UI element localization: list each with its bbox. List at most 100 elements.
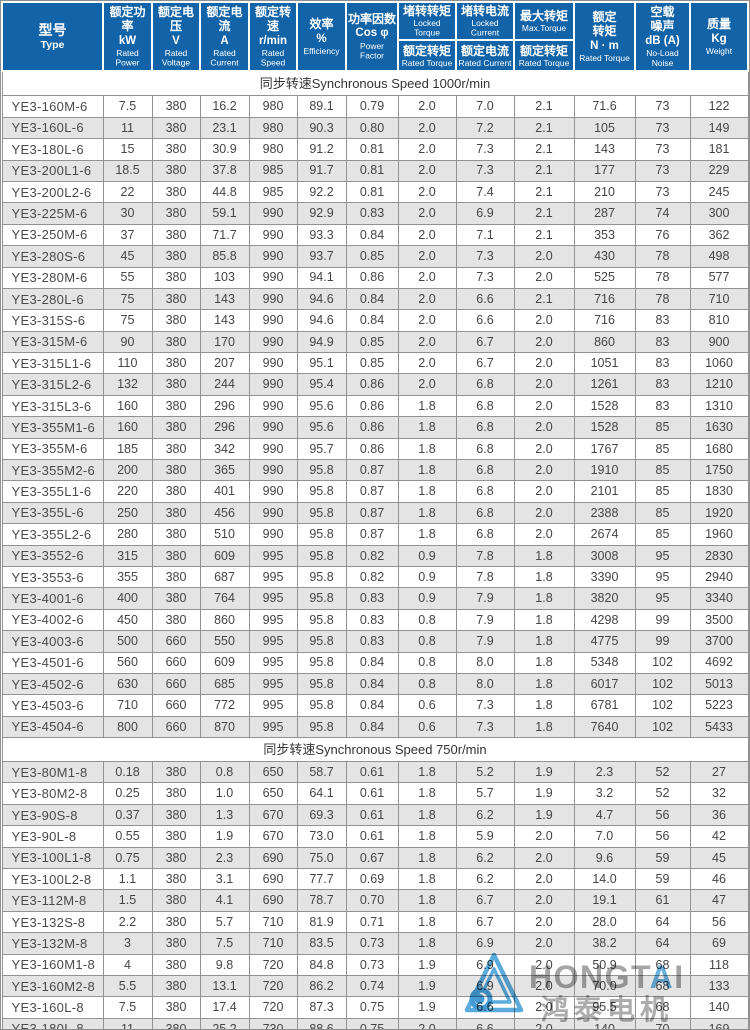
value-cell: 85 <box>634 501 691 525</box>
value-cell: 56 <box>689 910 749 934</box>
value-cell: 870 <box>199 715 250 739</box>
model-cell: YE3-200L2-6 <box>1 180 104 204</box>
value-cell: 1630 <box>689 416 749 439</box>
value-cell: 4 <box>102 953 153 977</box>
table-row: YE3-315M-6 90 380 170 990 94.9 0.85 2.0 6.7 2.0 86… <box>1 330 749 354</box>
value-cell: 2.0 <box>397 95 457 118</box>
value-cell: 78 <box>634 287 691 311</box>
value-cell: 95 <box>634 565 691 589</box>
value-cell: 380 <box>151 373 201 396</box>
section-heading: 同步转速Synchronous Speed 750r/min <box>1 737 749 763</box>
value-cell: 1.9 <box>397 974 457 998</box>
value-cell: 185 <box>102 437 153 461</box>
value-cell: 380 <box>151 309 201 332</box>
value-cell: 500 <box>102 630 153 653</box>
value-cell: 498 <box>689 245 749 268</box>
value-cell: 2.0 <box>513 309 575 332</box>
value-cell: 0.85 <box>345 245 399 268</box>
value-cell: 36 <box>689 803 749 827</box>
value-cell: 1210 <box>689 373 749 396</box>
value-cell: 94.1 <box>296 266 347 289</box>
value-cell: 103 <box>199 266 250 289</box>
value-cell: 2.1 <box>513 180 575 204</box>
value-cell: 1680 <box>689 437 749 461</box>
model-cell: YE3-280S-6 <box>1 245 104 268</box>
value-cell: 7.5 <box>102 95 153 118</box>
value-cell: 690 <box>248 889 298 912</box>
value-cell: 95.8 <box>296 565 347 589</box>
value-cell: 14.0 <box>573 868 636 891</box>
value-cell: 660 <box>151 651 201 674</box>
table-row: YE3-4003-6 500 660 550 995 95.8 0.83 0.8 7.9 1.8 4… <box>1 630 749 653</box>
value-cell: 2.0 <box>397 223 457 247</box>
value-cell: 687 <box>199 565 250 589</box>
value-cell: 990 <box>248 416 298 439</box>
value-cell: 1.8 <box>513 651 575 674</box>
value-cell: 380 <box>151 846 201 870</box>
table-row: YE3-4502-6 630 660 685 995 95.8 0.84 0.8 8.0 1.8 6… <box>1 672 749 696</box>
value-cell: 990 <box>248 287 298 311</box>
value-cell: 995 <box>248 630 298 653</box>
value-cell: 1960 <box>689 523 749 546</box>
value-cell: 4298 <box>573 608 636 632</box>
table-row: YE3-4503-6 710 660 772 995 95.8 0.84 0.6 7.3 1.8 6… <box>1 694 749 717</box>
value-cell: 6.7 <box>455 330 515 354</box>
value-cell: 95.8 <box>296 630 347 653</box>
value-cell: 1.8 <box>397 868 457 891</box>
value-cell: 380 <box>151 202 201 225</box>
value-cell: 401 <box>199 480 250 503</box>
value-cell: 59 <box>634 846 691 870</box>
value-cell: 95.6 <box>296 394 347 418</box>
value-cell: 995 <box>248 715 298 739</box>
value-cell: 2674 <box>573 523 636 546</box>
value-cell: 980 <box>248 138 298 161</box>
value-cell: 2.0 <box>397 373 457 396</box>
model-cell: YE3-200L1-6 <box>1 159 104 182</box>
value-cell: 70.0 <box>573 974 636 998</box>
value-cell: 2.1 <box>513 95 575 118</box>
value-cell: 85 <box>634 416 691 439</box>
value-cell: 380 <box>151 996 201 1019</box>
value-cell: 0.70 <box>345 889 399 912</box>
value-cell: 400 <box>102 587 153 610</box>
value-cell: 6.8 <box>455 523 515 546</box>
value-cell: 430 <box>573 245 636 268</box>
value-cell: 720 <box>248 974 298 998</box>
table-row: YE3-90S-8 0.37 380 1.3 670 69.3 0.61 1.8 6.2 1.9 4… <box>1 803 749 827</box>
value-cell: 1.8 <box>397 416 457 439</box>
value-cell: 995 <box>248 544 298 567</box>
value-cell: 4.7 <box>573 803 636 827</box>
col-efficiency: 效率% Efficiency <box>296 1 347 73</box>
table-row: YE3-160L-6 11 380 23.1 980 90.3 0.80 2.0 7.2 2.1 1… <box>1 116 749 140</box>
value-cell: 2.0 <box>397 330 457 354</box>
value-cell: 7.0 <box>455 95 515 118</box>
value-cell: 380 <box>151 245 201 268</box>
value-cell: 6.8 <box>455 459 515 482</box>
model-cell: YE3-112M-8 <box>1 889 104 912</box>
table-row: YE3-315L1-6 110 380 207 990 95.1 0.85 2.0 6.7 2.0… <box>1 352 749 375</box>
value-cell: 55 <box>102 266 153 289</box>
value-cell: 81.9 <box>296 910 347 934</box>
model-cell: YE3-4001-6 <box>1 587 104 610</box>
value-cell: 3390 <box>573 565 636 589</box>
value-cell: 456 <box>199 501 250 525</box>
value-cell: 0.82 <box>345 544 399 567</box>
value-cell: 16.2 <box>199 95 250 118</box>
value-cell: 990 <box>248 202 298 225</box>
value-cell: 85.8 <box>199 245 250 268</box>
value-cell: 0.83 <box>345 630 399 653</box>
value-cell: 91.7 <box>296 159 347 182</box>
value-cell: 2.0 <box>397 138 457 161</box>
value-cell: 1.9 <box>199 825 250 848</box>
value-cell: 2.0 <box>397 352 457 375</box>
value-cell: 362 <box>689 223 749 247</box>
value-cell: 85 <box>634 523 691 546</box>
value-cell: 6.9 <box>455 932 515 955</box>
value-cell: 0.86 <box>345 416 399 439</box>
value-cell: 900 <box>689 330 749 354</box>
value-cell: 0.73 <box>345 953 399 977</box>
table-row: YE3-280M-6 55 380 103 990 94.1 0.86 2.0 7.3 2.0 52… <box>1 266 749 289</box>
value-cell: 3700 <box>689 630 749 653</box>
table-row: YE3-132S-8 2.2 380 5.7 710 81.9 0.71 1.8 6.7 2.0 2… <box>1 910 749 934</box>
table-row: YE3-4504-6 800 660 870 995 95.8 0.84 0.6 7.3 1.8 7… <box>1 715 749 739</box>
